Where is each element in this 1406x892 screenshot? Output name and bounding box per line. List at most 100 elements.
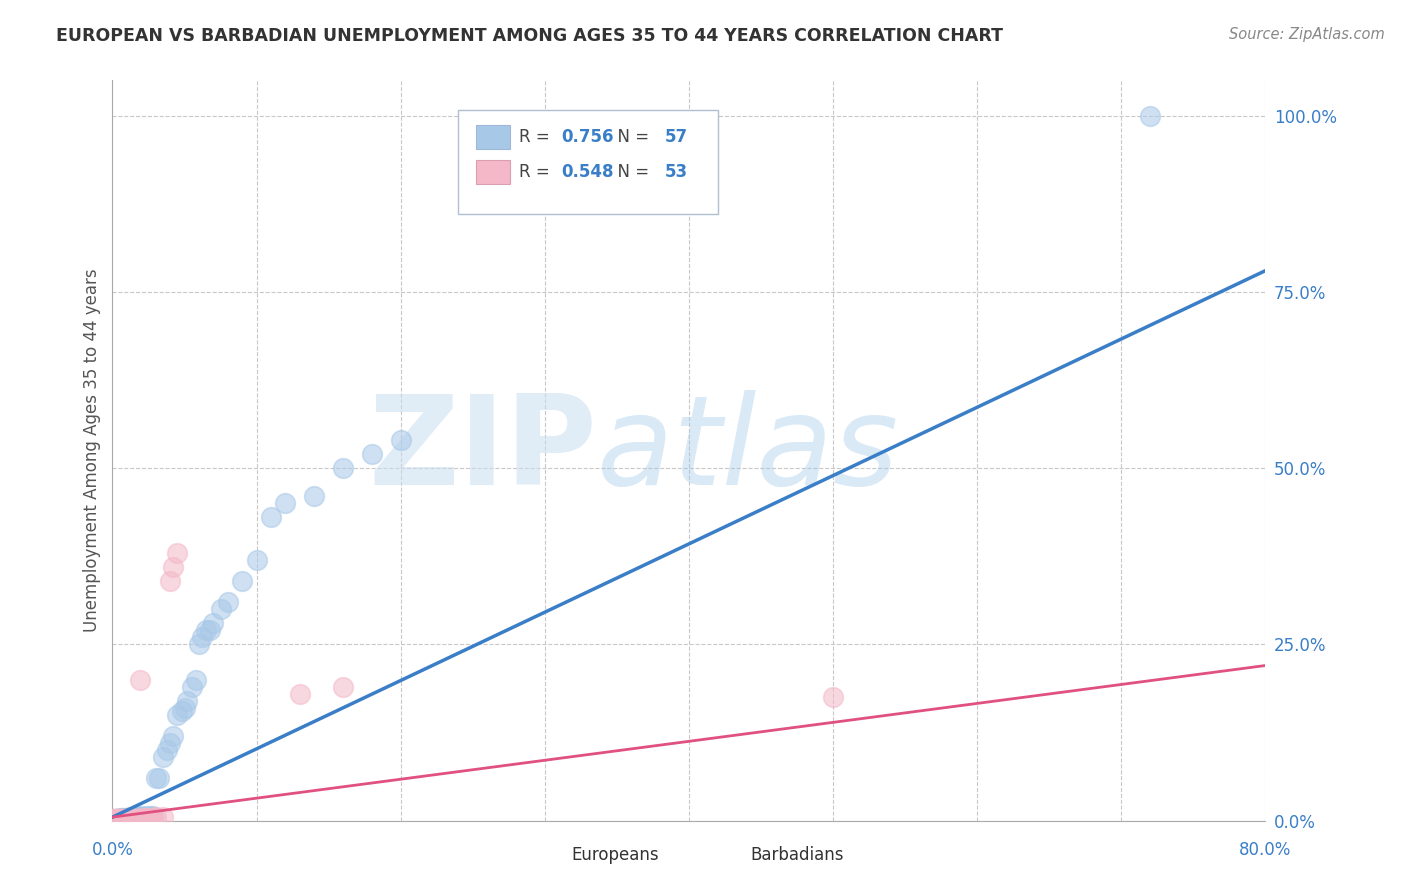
Point: [184, 673, 207, 687]
Point: [125, 812, 148, 826]
Point: [121, 810, 143, 824]
Point: [114, 812, 136, 826]
Point: [191, 630, 214, 644]
Point: [162, 559, 184, 574]
Point: [124, 812, 146, 826]
Text: R =: R =: [519, 128, 555, 146]
Point: [304, 489, 326, 503]
Point: [128, 673, 150, 687]
Point: [121, 812, 143, 826]
Point: [332, 461, 354, 475]
Point: [148, 772, 170, 786]
Point: [159, 736, 181, 750]
Point: [125, 811, 148, 825]
Point: [200, 624, 222, 638]
Point: [142, 808, 165, 822]
Point: [111, 811, 134, 825]
Point: [110, 812, 132, 826]
Point: [115, 812, 138, 826]
Point: [127, 812, 149, 826]
Point: [104, 812, 127, 826]
Point: [152, 810, 174, 824]
Point: [124, 810, 146, 824]
Point: [127, 812, 149, 826]
Point: [129, 812, 153, 826]
Point: [111, 812, 134, 826]
Point: [134, 810, 156, 824]
Point: [111, 812, 134, 826]
Text: N =: N =: [607, 163, 654, 181]
Point: [114, 812, 136, 826]
Point: [112, 812, 135, 826]
Point: [105, 812, 128, 826]
Point: [231, 574, 253, 588]
Point: [1139, 109, 1161, 123]
Point: [103, 812, 125, 826]
Point: [122, 812, 145, 826]
Point: [125, 812, 148, 826]
Point: [246, 553, 269, 567]
Point: [115, 812, 138, 826]
Text: ZIP: ZIP: [368, 390, 596, 511]
Point: [166, 707, 188, 722]
Point: [136, 812, 159, 826]
Point: [176, 694, 198, 708]
Point: [136, 809, 159, 823]
Point: [122, 812, 145, 826]
Point: [188, 637, 211, 651]
FancyBboxPatch shape: [533, 853, 565, 871]
Point: [159, 574, 181, 588]
Point: [274, 496, 297, 510]
Point: [117, 812, 139, 826]
Point: [107, 812, 129, 826]
Point: [173, 701, 195, 715]
Point: [118, 812, 141, 826]
Text: 57: 57: [665, 128, 688, 146]
Point: [107, 812, 129, 826]
Point: [145, 810, 167, 824]
Point: [121, 812, 143, 826]
Point: [114, 812, 136, 826]
Point: [104, 812, 127, 826]
Point: [288, 687, 311, 701]
Text: R =: R =: [519, 163, 555, 181]
Point: [112, 811, 135, 825]
Point: [117, 811, 139, 825]
Point: [162, 729, 184, 743]
Text: atlas: atlas: [596, 390, 898, 511]
Point: [117, 812, 139, 826]
FancyBboxPatch shape: [711, 853, 744, 871]
Point: [389, 433, 412, 447]
Point: [122, 811, 145, 825]
FancyBboxPatch shape: [458, 110, 718, 213]
Point: [138, 811, 160, 825]
Point: [128, 810, 150, 824]
Point: [103, 812, 125, 826]
Point: [103, 812, 125, 826]
Point: [108, 812, 131, 826]
Point: [170, 704, 193, 718]
Text: Source: ZipAtlas.com: Source: ZipAtlas.com: [1229, 27, 1385, 42]
Point: [120, 812, 142, 826]
Point: [108, 812, 131, 826]
Point: [139, 812, 162, 826]
Point: [111, 812, 134, 826]
Point: [142, 811, 165, 825]
Point: [104, 812, 127, 826]
Point: [120, 811, 142, 825]
Point: [118, 810, 141, 824]
Text: 0.0%: 0.0%: [91, 841, 134, 859]
Point: [108, 812, 131, 826]
Point: [115, 811, 138, 825]
Point: [110, 812, 132, 826]
Point: [332, 680, 354, 694]
Point: [112, 812, 135, 826]
Text: Barbadians: Barbadians: [749, 846, 844, 863]
Point: [115, 812, 138, 826]
Text: 53: 53: [665, 163, 688, 181]
Point: [118, 812, 141, 826]
Point: [132, 811, 155, 825]
Point: [821, 690, 844, 705]
Point: [107, 812, 129, 826]
Point: [110, 812, 132, 826]
